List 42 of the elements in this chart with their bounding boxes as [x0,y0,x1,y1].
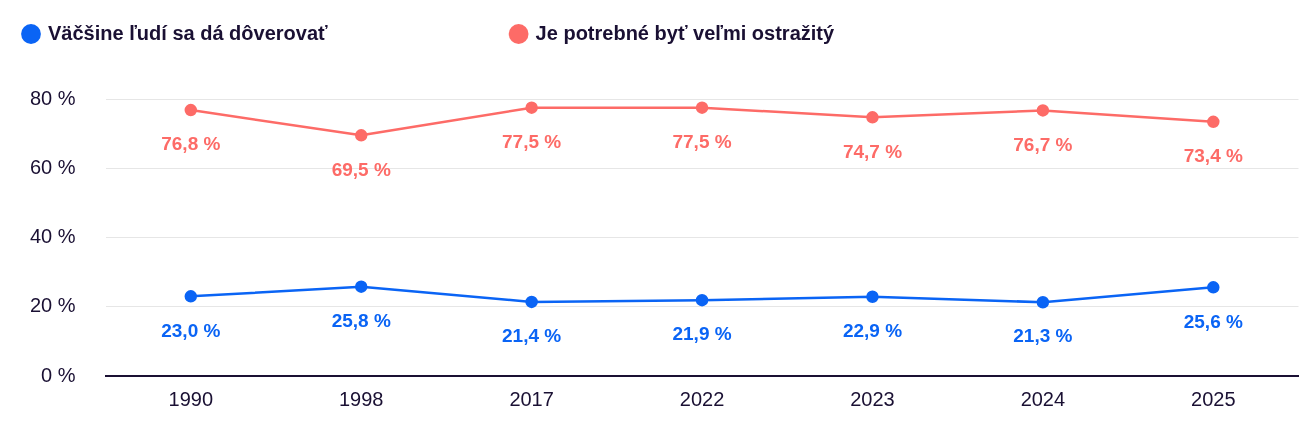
data-label: 69,5 % [331,158,391,180]
data-label: 25,6 % [1183,310,1243,332]
data-label: 77,5 % [502,130,562,152]
data-label: 77,5 % [672,130,732,152]
data-label: 76,8 % [161,133,221,155]
data-label: 73,4 % [1183,145,1243,167]
point [866,111,879,124]
point [695,101,709,114]
point [354,280,368,293]
x-tick-label: 1990 [168,387,214,410]
data-label: 25,8 % [331,309,391,331]
data-label: 21,4 % [502,325,562,347]
x-tick-label: 2025 [1191,387,1236,410]
x-tick-label: 2024 [1020,387,1066,410]
point [525,295,538,309]
data-label: 21,9 % [672,323,732,345]
x-tick-label: 2022 [679,387,725,410]
y-tick-label: 20 % [29,294,76,317]
x-tick-label: 2017 [509,387,554,410]
point [354,129,368,142]
point [525,101,538,114]
x-tick-label: 1998 [338,387,384,410]
data-label: 21,3 % [1013,325,1073,347]
data-label: 22,9 % [842,319,903,341]
y-tick-label: 0 % [41,363,76,386]
point [1036,296,1050,309]
data-label: 74,7 % [842,140,903,162]
data-label: 76,7 % [1013,133,1073,155]
legend-label: Väčšine ľudí sa dá dôverovať [48,21,488,44]
point [1207,115,1220,129]
data-label: 23,0 % [161,319,221,341]
point [1036,104,1050,117]
y-tick-label: 60 % [29,155,76,178]
point [866,290,879,303]
point [184,290,198,303]
x-tick-label: 2023 [850,387,895,410]
point [1207,281,1220,294]
y-tick-label: 80 % [29,86,76,109]
y-tick-label: 40 % [29,225,76,248]
point [184,103,198,117]
legend-label: Je potrebné byť veľmi ostražitý [535,21,995,44]
point [695,293,709,307]
